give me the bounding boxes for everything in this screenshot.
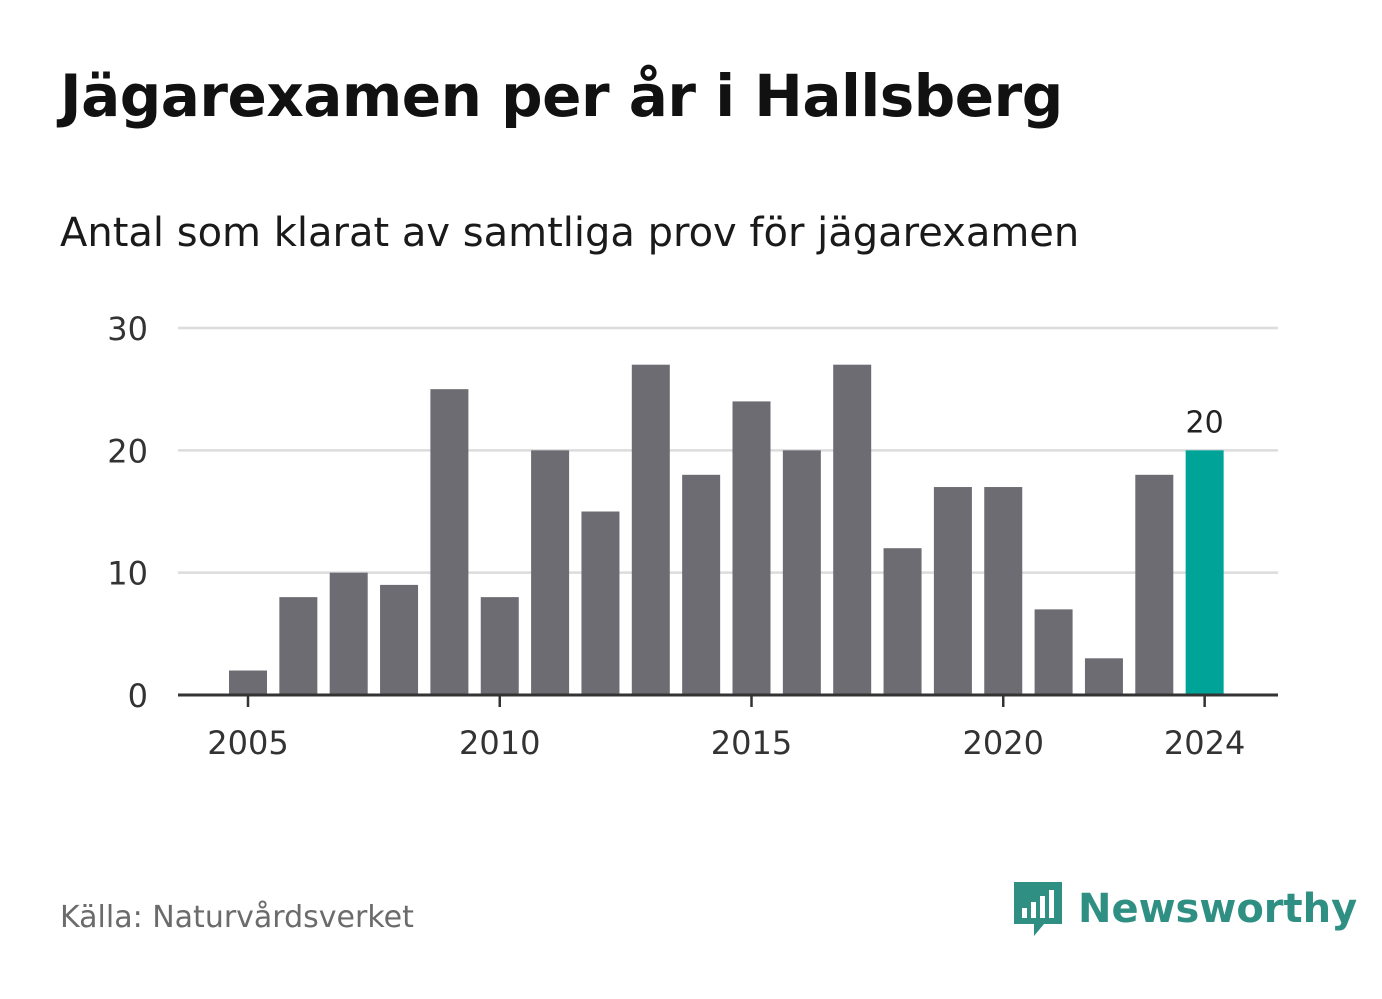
bar	[480, 597, 519, 695]
data-label: 20	[1186, 405, 1224, 440]
bar	[329, 572, 368, 695]
y-tick-label: 10	[107, 555, 148, 593]
source-note: Källa: Naturvårdsverket	[60, 900, 414, 935]
x-tick-label: 2020	[963, 724, 1044, 762]
y-tick-label: 0	[128, 677, 148, 715]
brand-logo: Newsworthy	[1010, 878, 1357, 940]
bar	[984, 487, 1023, 695]
x-tick-label: 2005	[207, 724, 288, 762]
bar	[581, 511, 620, 695]
brand-name: Newsworthy	[1078, 886, 1358, 932]
bar	[682, 474, 721, 695]
x-tick-label: 2010	[459, 724, 540, 762]
bar	[380, 584, 419, 695]
bar	[430, 389, 469, 695]
bar	[1084, 658, 1123, 695]
y-tick-label: 30	[107, 310, 148, 348]
bar	[229, 670, 267, 695]
bar	[732, 401, 771, 695]
chart-title: Jägarexamen per år i Hallsberg	[60, 62, 1063, 130]
bar	[531, 450, 570, 695]
x-tick-label: 2015	[711, 724, 792, 762]
newsworthy-chart-bubble-icon	[1014, 882, 1062, 936]
x-tick-label: 2024	[1164, 724, 1245, 762]
bar	[1034, 609, 1073, 695]
bar	[782, 450, 821, 695]
chart-subtitle: Antal som klarat av samtliga prov för jä…	[60, 210, 1080, 256]
bar	[833, 364, 872, 695]
bar	[883, 548, 922, 695]
bar	[1135, 474, 1174, 695]
y-tick-label: 20	[107, 432, 148, 470]
bar	[933, 487, 972, 695]
bar	[279, 597, 318, 695]
bar	[631, 364, 670, 695]
bar	[1185, 450, 1224, 695]
